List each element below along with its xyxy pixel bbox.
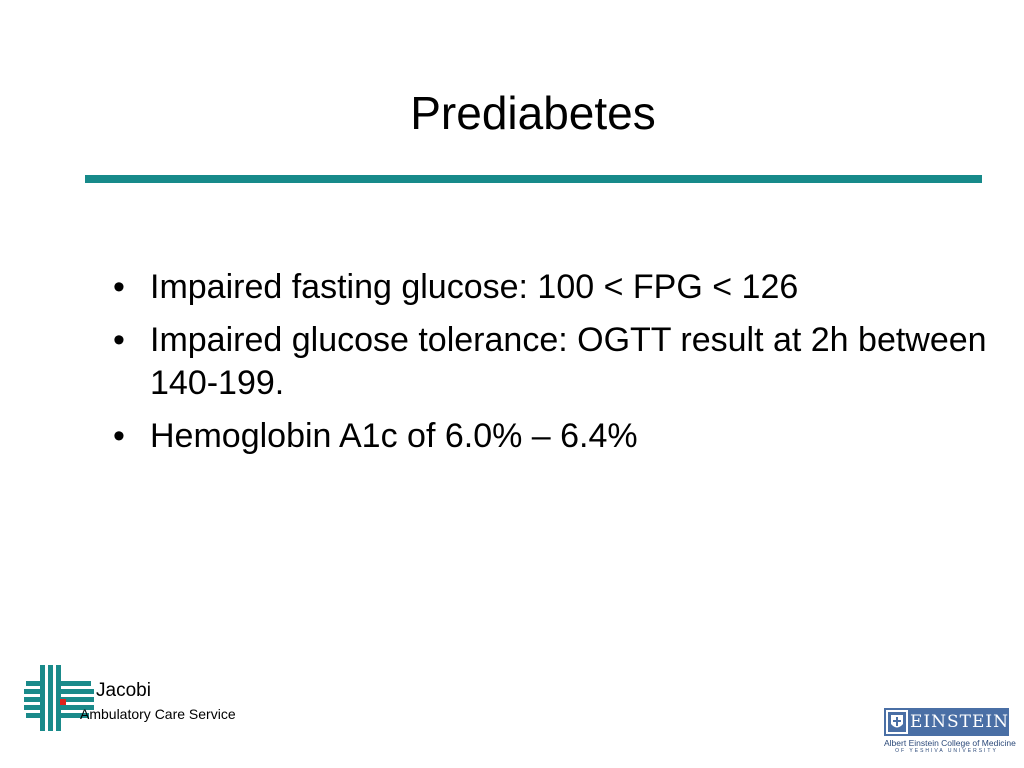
jacobi-name: Jacobi	[96, 680, 151, 701]
bullet-item: • Impaired glucose tolerance: OGTT resul…	[113, 319, 993, 405]
jacobi-logo-icon	[24, 665, 94, 731]
einstein-wordmark: EINSTEIN	[910, 712, 1009, 732]
slide-title: Prediabetes	[410, 87, 656, 139]
einstein-logo: EINSTEIN Albert Einstein College of Medi…	[884, 708, 1016, 754]
jacobi-subtitle: Ambulatory Care Service	[80, 706, 236, 722]
bullet-marker: •	[113, 268, 125, 306]
title-divider	[85, 175, 982, 183]
title-divider-bar	[85, 175, 982, 183]
bullet-text: Impaired fasting glucose: 100 < FPG < 12…	[150, 268, 799, 306]
bullet-text: Impaired glucose tolerance: OGTT result …	[150, 321, 987, 402]
bullet-list: • Impaired fasting glucose: 100 < FPG < …	[113, 266, 993, 468]
bullet-item: • Hemoglobin A1c of 6.0% – 6.4%	[113, 415, 993, 458]
bullet-marker: •	[113, 417, 125, 455]
bullet-item: • Impaired fasting glucose: 100 < FPG < …	[113, 266, 993, 309]
einstein-university-name: OF YESHIVA UNIVERSITY	[895, 748, 998, 754]
bullet-text: Hemoglobin A1c of 6.0% – 6.4%	[150, 417, 638, 455]
einstein-shield-icon	[886, 710, 908, 734]
bullet-marker: •	[113, 321, 125, 359]
einstein-badge: EINSTEIN	[884, 708, 1009, 736]
einstein-college-name: Albert Einstein College of Medicine	[884, 738, 1016, 748]
